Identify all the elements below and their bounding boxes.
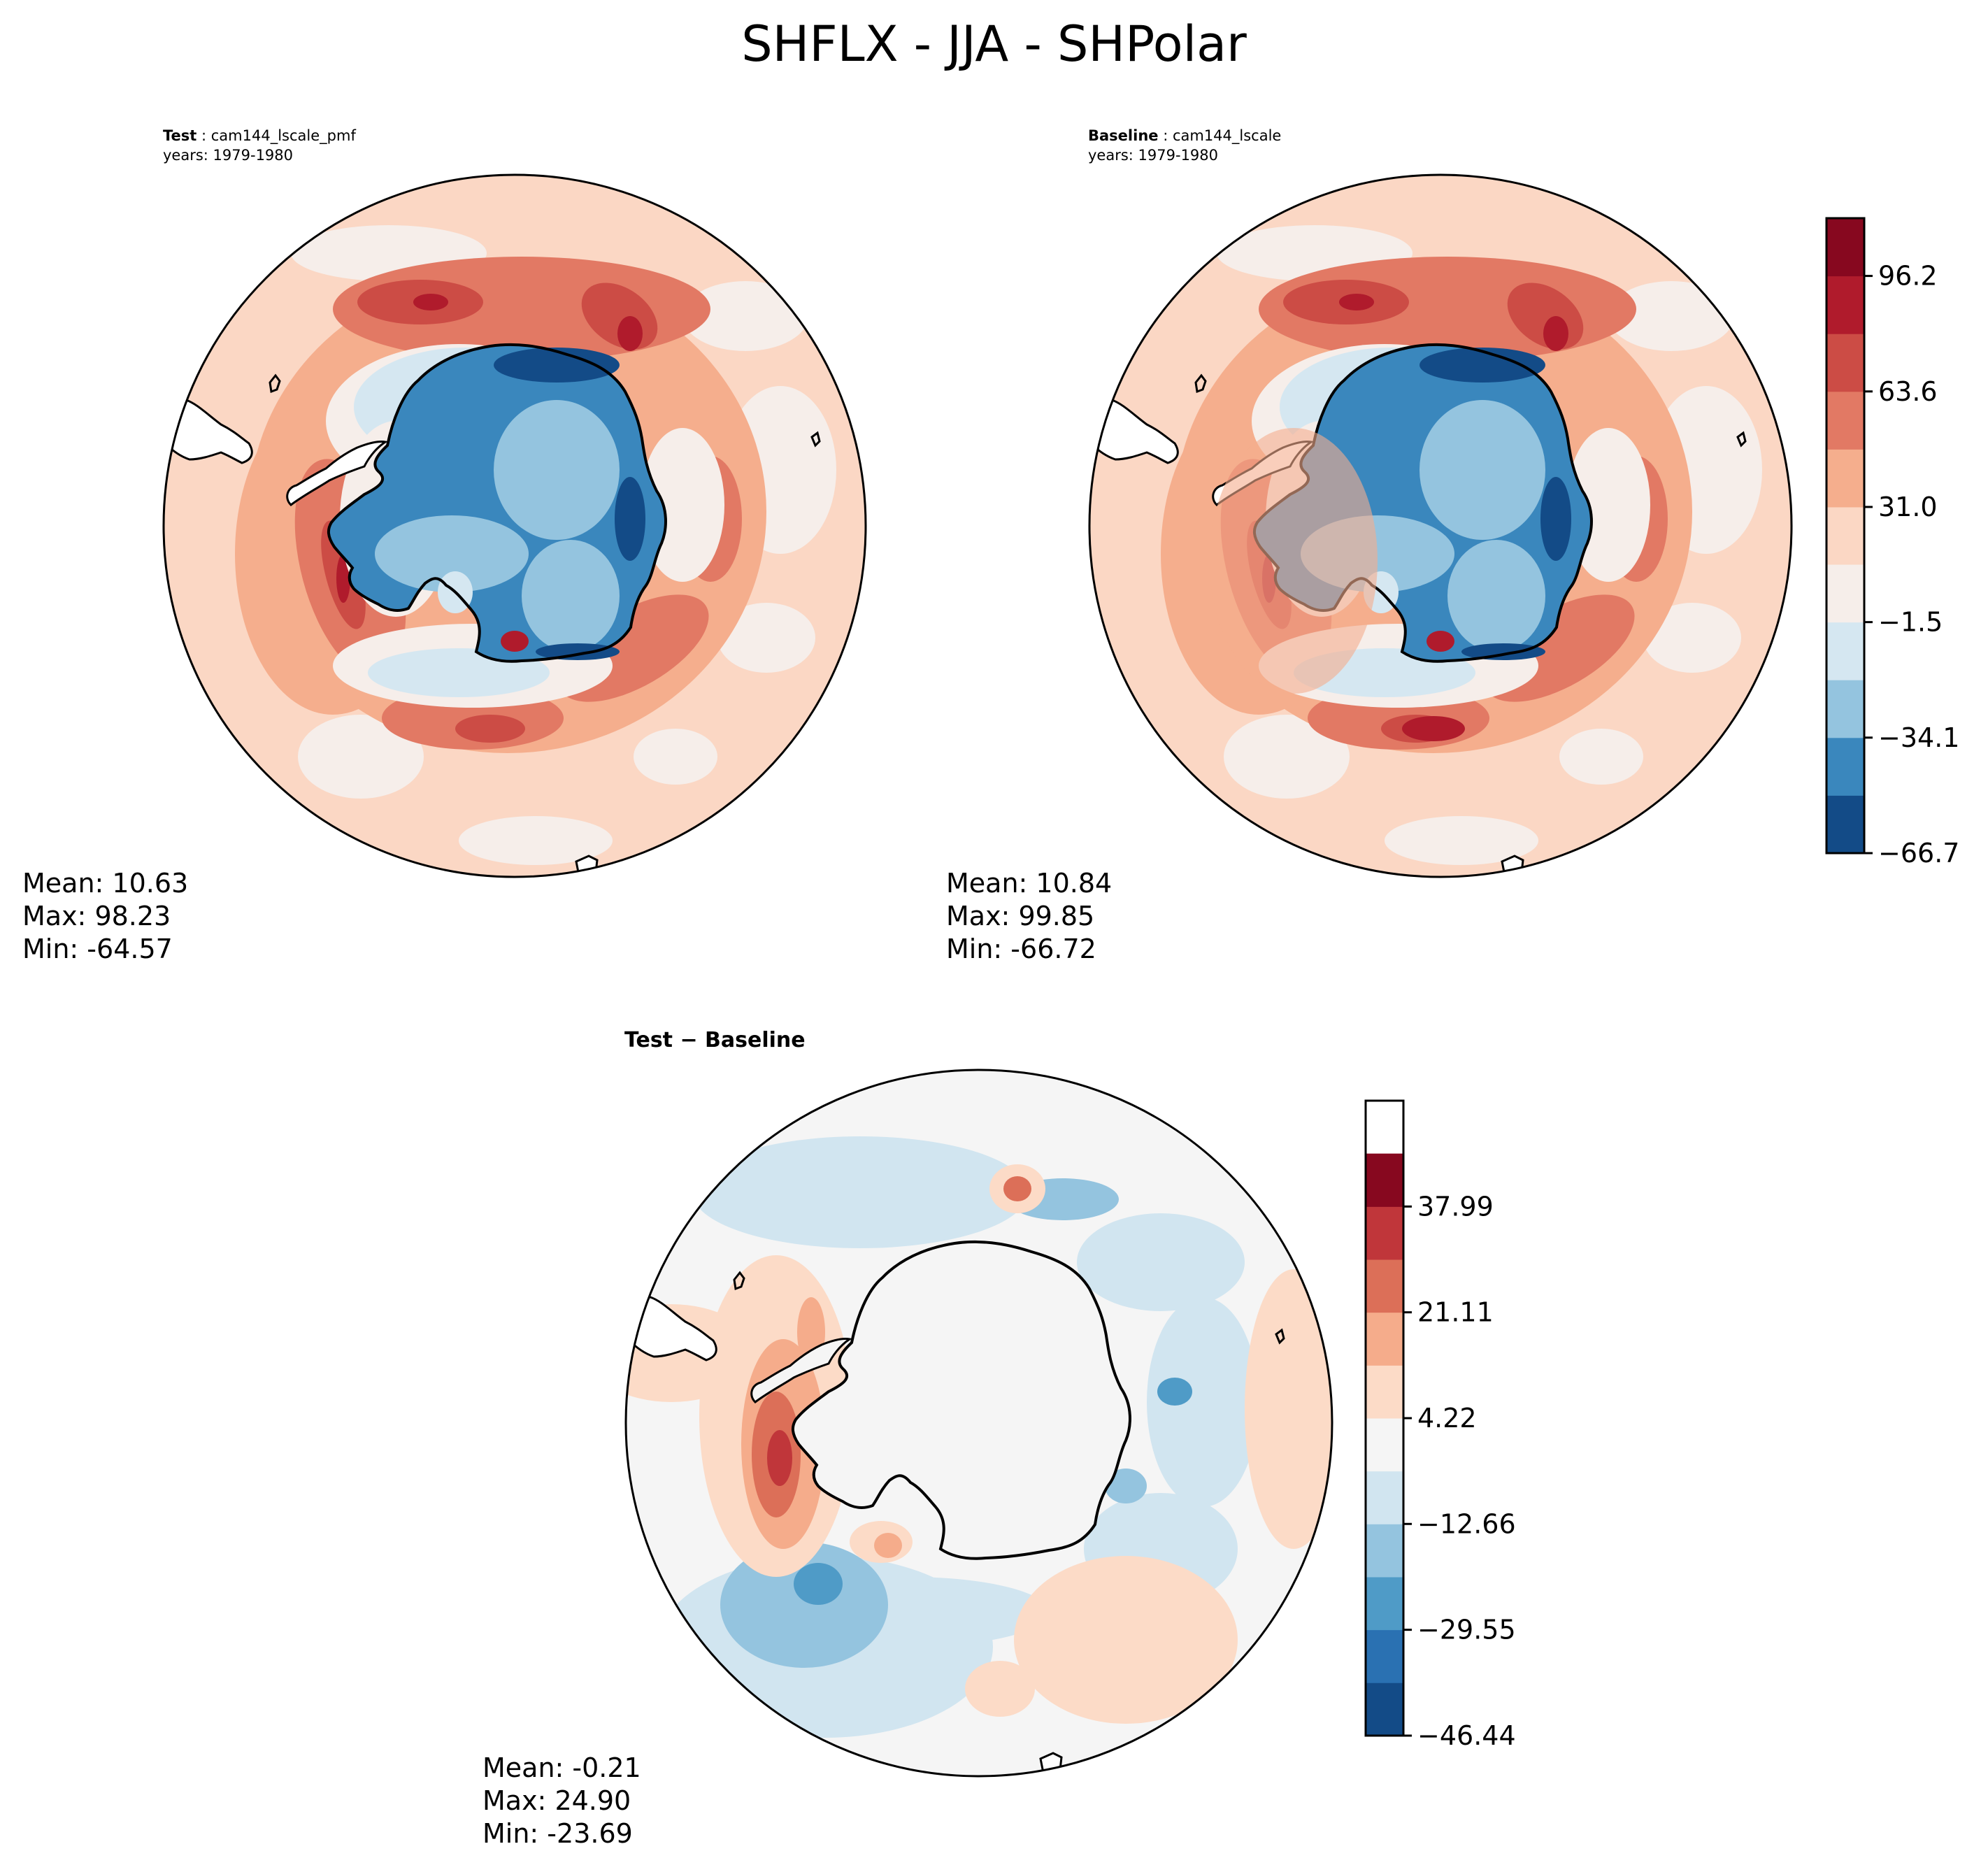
- baseline-years: years: 1979-1980: [1088, 147, 1219, 164]
- test-panel-header: Test : cam144_lscale_pmf years: 1979-198…: [163, 127, 356, 164]
- baseline-panel-header: Baseline : cam144_lscale years: 1979-198…: [1088, 127, 1282, 164]
- figure-title: SHFLX - JJA - SHPolar: [741, 15, 1247, 73]
- diff-min: Min: -23.69: [482, 1818, 633, 1849]
- colorbar-diff-tick-label-0: 37.99: [1417, 1191, 1494, 1222]
- test-map: [162, 173, 867, 878]
- colorbar-main-band-4: [1826, 564, 1864, 623]
- colorbar-diff: 37.99 21.11 4.22 −12.66 −29.55 −46.44: [1364, 1099, 1516, 1751]
- diff-max: Max: 24.90: [482, 1785, 631, 1816]
- colorbar-main-tick-label-2: 31.0: [1878, 492, 1938, 522]
- colorbar-main-band-9: [1826, 276, 1864, 334]
- diff-mean: Mean: -0.21: [482, 1752, 641, 1783]
- colorbar-diff-tick-label-5: −46.44: [1417, 1720, 1516, 1751]
- test-max: Max: 98.23: [22, 901, 171, 931]
- colorbar-main-band-10: [1826, 218, 1864, 277]
- colorbar-main-frame: [1825, 217, 1866, 855]
- colorbar-diff-band-0: [1366, 1682, 1403, 1736]
- colorbar-diff-tick-label-3: −12.66: [1417, 1508, 1516, 1539]
- baseline-max: Max: 99.85: [946, 901, 1095, 931]
- colorbar-main-band-8: [1826, 334, 1864, 392]
- colorbar-diff-band-7: [1366, 1312, 1403, 1366]
- colorbar-diff-band-1: [1366, 1629, 1403, 1683]
- baseline-map: [1088, 173, 1793, 878]
- baseline-min: Min: -66.72: [946, 934, 1096, 964]
- colorbar-diff-tick-label-4: −29.55: [1417, 1615, 1516, 1645]
- colorbar-diff-band-3: [1366, 1524, 1403, 1578]
- colorbar-diff-band-4: [1366, 1471, 1403, 1524]
- colorbar-main-band-0: [1826, 795, 1864, 854]
- colorbar-diff-band-2: [1366, 1577, 1403, 1631]
- test-stats: Mean: 10.63 Max: 98.23 Min: -64.57: [22, 867, 188, 966]
- baseline-label: Baseline: [1088, 127, 1159, 144]
- colorbar-diff-band-9: [1366, 1206, 1403, 1260]
- colorbar-diff-band-5: [1366, 1418, 1403, 1472]
- colorbar-diff-tick-label-1: 21.11: [1417, 1297, 1494, 1328]
- colorbar-main: 96.2 63.6 31.0 −1.5 −34.1 −66.7: [1825, 217, 1959, 869]
- baseline-case: cam144_lscale: [1172, 127, 1282, 144]
- colorbar-diff-band-6: [1366, 1365, 1403, 1419]
- colorbar-diff-band-8: [1366, 1259, 1403, 1313]
- colorbar-main-band-3: [1826, 622, 1864, 680]
- colorbar-main-band-1: [1826, 737, 1864, 796]
- colorbar-main-band-2: [1826, 680, 1864, 738]
- colorbar-main-tick-label-3: −1.5: [1878, 607, 1943, 638]
- colorbar-main-tick-label-4: −34.1: [1878, 722, 1959, 753]
- baseline-stats: Mean: 10.84 Max: 99.85 Min: -66.72: [946, 867, 1112, 966]
- diff-title: Test − Baseline: [624, 1028, 806, 1052]
- diff-stats: Mean: -0.21 Max: 24.90 Min: -23.69: [482, 1752, 641, 1850]
- test-min: Min: -64.57: [22, 934, 173, 964]
- colorbar-main-band-6: [1826, 449, 1864, 508]
- colorbar-diff-band-10: [1366, 1153, 1403, 1207]
- baseline-mean: Mean: 10.84: [946, 868, 1113, 899]
- diff-map: [624, 1069, 1333, 1778]
- colorbar-main-tick-label-0: 96.2: [1878, 261, 1938, 292]
- colorbar-main-tick-label-5: −66.7: [1878, 838, 1959, 869]
- test-case: cam144_lscale_pmf: [210, 127, 356, 144]
- colorbar-diff-tick-label-2: 4.22: [1417, 1403, 1477, 1434]
- colorbar-main-band-5: [1826, 506, 1864, 565]
- test-label: Test: [163, 127, 197, 144]
- test-years: years: 1979-1980: [163, 147, 294, 164]
- colorbar-main-band-7: [1826, 391, 1864, 450]
- colorbar-main-tick-label-1: 63.6: [1878, 376, 1938, 407]
- test-mean: Mean: 10.63: [22, 868, 189, 899]
